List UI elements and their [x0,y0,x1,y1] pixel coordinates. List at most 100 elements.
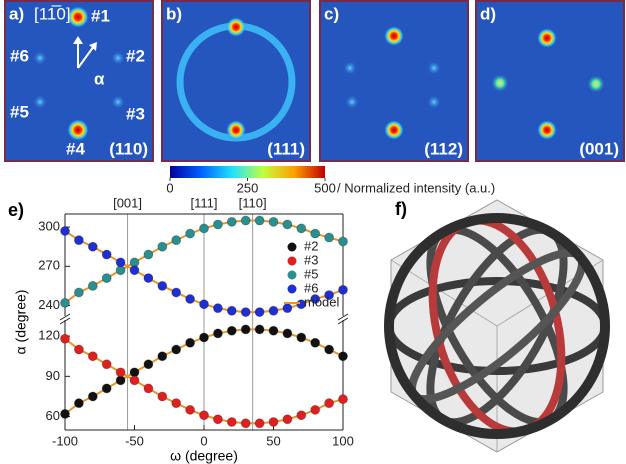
point [227,417,236,426]
plane: (001) [579,139,619,158]
point [172,236,181,245]
point [130,376,139,385]
legend-marker [288,243,297,252]
point [325,345,334,354]
point [88,281,97,290]
point [172,345,181,354]
render: f) [389,199,605,452]
point [130,266,139,275]
point [74,345,83,354]
y-tick-label: 90 [46,368,60,383]
point [241,419,250,428]
point [269,417,278,426]
plane: (112) [424,139,463,158]
point [213,304,222,313]
point [311,229,320,238]
point [200,224,209,233]
point [116,368,125,377]
spot [537,28,557,48]
point [283,329,292,338]
point [269,326,278,335]
point [102,274,111,283]
spot [345,95,359,109]
heatmaps: a) b) c) d) (110) (111) (112) (001) [11̅… [5,1,624,161]
point [144,250,153,259]
point [74,399,83,408]
point [339,395,348,404]
spot-label: #6 [10,46,29,65]
x-tick-label: -100 [52,433,78,448]
point [311,338,320,347]
point [102,384,111,393]
legend-marker [288,271,297,280]
point [241,325,250,334]
x-tick-label: -50 [125,433,144,448]
plane: (110) [109,139,148,158]
point [339,285,348,294]
point [186,229,195,238]
y-tick-label: 60 [46,408,60,423]
y-tick-label: 300 [38,219,60,234]
legend-label: model [304,294,340,309]
plane: (111) [267,139,305,158]
point [200,411,209,420]
marker-label: [001] [113,195,142,210]
y-tick-label: 120 [38,328,60,343]
spot [427,95,441,109]
point [158,281,167,290]
spot [67,119,89,141]
marker-label: [111] [191,195,218,210]
spot-label: #1 [91,6,110,25]
spot [427,61,441,75]
legend-marker [288,257,297,266]
point [172,399,181,408]
spot [226,120,246,140]
spot [111,51,125,65]
point [158,392,167,401]
point [144,360,153,369]
point [241,308,250,317]
point [283,304,292,313]
point [311,405,320,414]
point [227,326,236,335]
direction: [11̅0] [34,4,71,23]
point [102,250,111,259]
point [88,392,97,401]
point [200,333,209,342]
point [200,300,209,309]
spot [384,120,404,140]
point [213,415,222,424]
point [61,334,70,343]
point [186,338,195,347]
spot [33,95,47,109]
legend-label: #5 [304,266,318,281]
point [283,415,292,424]
x-axis-label: ω (degree) [170,448,238,464]
point [269,217,278,226]
point [241,216,250,225]
point [158,352,167,361]
point [339,237,348,246]
point [116,258,125,267]
panel-label: b) [166,4,182,23]
point [325,399,334,408]
legend-label: #6 [304,280,318,295]
point [213,220,222,229]
point [102,360,111,369]
colorbar-tick-label: 500 [314,180,336,195]
point [297,411,306,420]
point [88,242,97,251]
x-tick-label: 0 [200,433,207,448]
spot-label: #4 [66,139,85,158]
point [74,236,83,245]
point [297,333,306,342]
x-tick-label: 100 [332,433,354,448]
point [158,242,167,251]
spot [537,120,557,140]
angle: α [94,69,105,88]
point [61,227,70,236]
point [213,329,222,338]
point [144,384,153,393]
point [339,352,348,361]
point [255,308,264,317]
